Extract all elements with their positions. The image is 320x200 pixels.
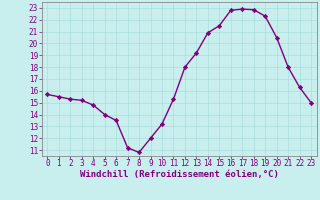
X-axis label: Windchill (Refroidissement éolien,°C): Windchill (Refroidissement éolien,°C) [80, 170, 279, 179]
